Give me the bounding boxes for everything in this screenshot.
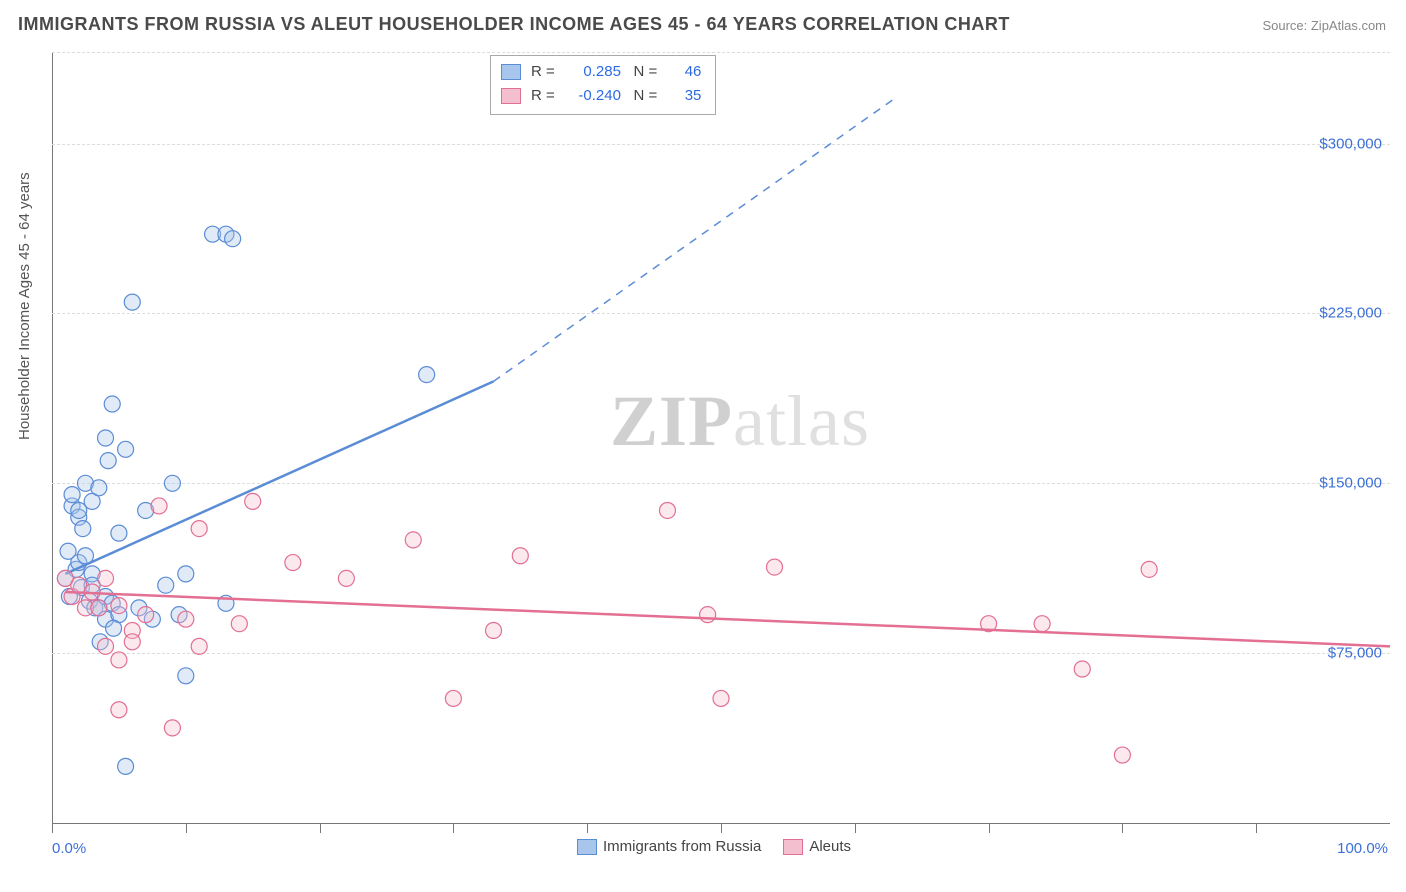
x-tick xyxy=(989,823,990,833)
series-legend: Immigrants from Russia Aleuts xyxy=(0,838,1406,855)
scatter-point-russia xyxy=(178,668,194,684)
scatter-point-aleut xyxy=(700,607,716,623)
n-label: N = xyxy=(621,63,661,80)
scatter-point-aleut xyxy=(405,532,421,548)
plot-area: $75,000$150,000$225,000$300,000 xyxy=(52,52,1390,823)
scatter-point-russia xyxy=(124,294,140,310)
scatter-point-aleut xyxy=(285,555,301,571)
x-tick xyxy=(52,823,53,833)
n-value: 46 xyxy=(671,60,701,84)
scatter-point-aleut xyxy=(659,502,675,518)
scatter-point-aleut xyxy=(1074,661,1090,677)
scatter-point-russia xyxy=(118,758,134,774)
scatter-point-aleut xyxy=(231,616,247,632)
scatter-point-aleut xyxy=(338,570,354,586)
scatter-point-russia xyxy=(100,453,116,469)
scatter-point-russia xyxy=(106,620,122,636)
n-value: 35 xyxy=(671,84,701,108)
scatter-point-aleut xyxy=(191,638,207,654)
x-tick xyxy=(855,823,856,833)
scatter-plot-svg xyxy=(52,53,1390,823)
y-axis-title: Householder Income Ages 45 - 64 years xyxy=(16,172,33,440)
x-tick xyxy=(587,823,588,833)
scatter-point-aleut xyxy=(1141,561,1157,577)
scatter-point-aleut xyxy=(164,720,180,736)
r-label: R = xyxy=(531,63,559,80)
scatter-point-aleut xyxy=(138,607,154,623)
scatter-point-aleut xyxy=(245,493,261,509)
scatter-point-aleut xyxy=(98,570,114,586)
scatter-point-aleut xyxy=(713,690,729,706)
x-tick xyxy=(1122,823,1123,833)
scatter-point-russia xyxy=(118,441,134,457)
scatter-point-russia xyxy=(178,566,194,582)
chart-container: IMMIGRANTS FROM RUSSIA VS ALEUT HOUSEHOL… xyxy=(0,0,1406,892)
n-label: N = xyxy=(621,87,661,104)
legend-swatch xyxy=(577,839,597,855)
scatter-point-russia xyxy=(64,487,80,503)
scatter-point-aleut xyxy=(445,690,461,706)
x-tick xyxy=(320,823,321,833)
scatter-point-aleut xyxy=(512,548,528,564)
scatter-point-russia xyxy=(75,521,91,537)
x-tick xyxy=(721,823,722,833)
source-label: Source: ZipAtlas.com xyxy=(1262,18,1386,33)
scatter-point-aleut xyxy=(124,634,140,650)
legend-label: Aleuts xyxy=(809,838,851,855)
scatter-point-russia xyxy=(104,396,120,412)
scatter-point-aleut xyxy=(111,652,127,668)
legend-swatch xyxy=(501,88,521,104)
scatter-point-aleut xyxy=(111,598,127,614)
scatter-point-aleut xyxy=(91,600,107,616)
scatter-point-aleut xyxy=(178,611,194,627)
correlation-legend: R = 0.285 N = 46R = -0.240 N = 35 xyxy=(490,55,716,115)
scatter-point-aleut xyxy=(1034,616,1050,632)
scatter-point-aleut xyxy=(98,638,114,654)
trend-line-dashed-russia xyxy=(494,98,895,381)
scatter-point-russia xyxy=(91,480,107,496)
scatter-point-aleut xyxy=(111,702,127,718)
scatter-point-russia xyxy=(419,367,435,383)
scatter-point-aleut xyxy=(486,623,502,639)
r-label: R = xyxy=(531,87,559,104)
scatter-point-russia xyxy=(164,475,180,491)
legend-row-aleut: R = -0.240 N = 35 xyxy=(501,84,701,108)
scatter-point-russia xyxy=(111,525,127,541)
x-tick xyxy=(1256,823,1257,833)
scatter-point-russia xyxy=(158,577,174,593)
legend-label: Immigrants from Russia xyxy=(603,838,761,855)
legend-swatch xyxy=(501,64,521,80)
r-value: 0.285 xyxy=(559,60,621,84)
x-tick xyxy=(453,823,454,833)
chart-title: IMMIGRANTS FROM RUSSIA VS ALEUT HOUSEHOL… xyxy=(18,14,1010,35)
trend-line-russia xyxy=(65,381,493,573)
legend-row-russia: R = 0.285 N = 46 xyxy=(501,60,701,84)
scatter-point-russia xyxy=(225,231,241,247)
legend-swatch xyxy=(783,839,803,855)
scatter-point-russia xyxy=(98,430,114,446)
scatter-point-aleut xyxy=(1114,747,1130,763)
x-tick xyxy=(186,823,187,833)
r-value: -0.240 xyxy=(559,84,621,108)
scatter-point-aleut xyxy=(151,498,167,514)
scatter-point-aleut xyxy=(767,559,783,575)
trend-line-aleut xyxy=(65,592,1390,646)
scatter-point-aleut xyxy=(191,521,207,537)
